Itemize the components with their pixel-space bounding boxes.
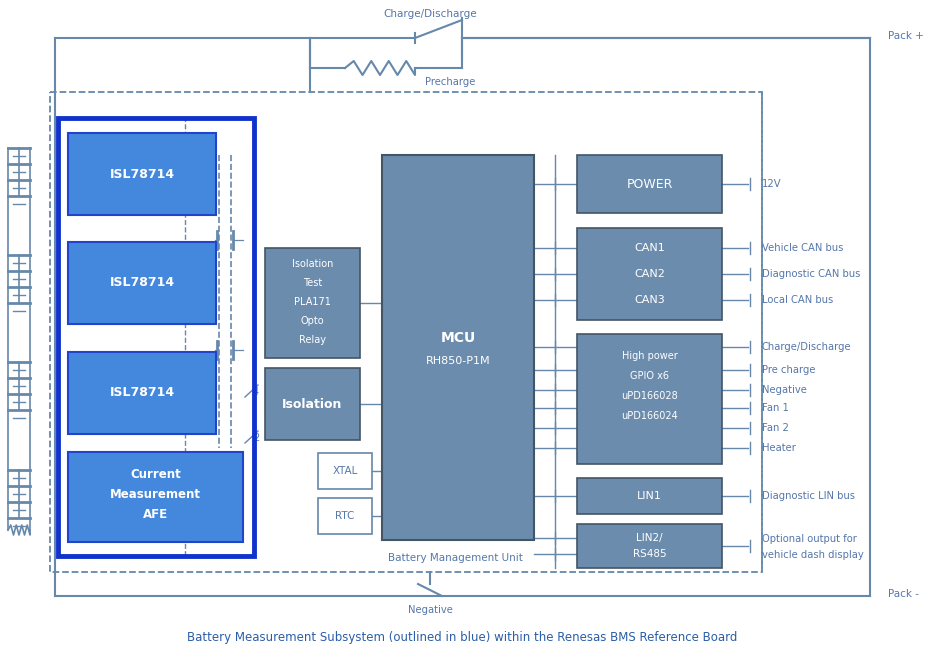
- Text: Pack +: Pack +: [888, 31, 924, 41]
- Text: Isolation: Isolation: [291, 259, 333, 269]
- Text: Measurement: Measurement: [110, 487, 201, 501]
- Text: XTAL: XTAL: [332, 466, 358, 476]
- Text: POWER: POWER: [626, 178, 672, 190]
- Text: Charge/Discharge: Charge/Discharge: [762, 342, 852, 352]
- Text: High power: High power: [622, 351, 677, 361]
- Bar: [68, 352, 216, 434]
- Text: Pack -: Pack -: [888, 589, 919, 599]
- Bar: [265, 368, 360, 440]
- Text: Precharge: Precharge: [425, 77, 475, 87]
- Text: RTC: RTC: [335, 511, 354, 521]
- Bar: [577, 228, 722, 320]
- Bar: [58, 118, 254, 556]
- Text: ISL78714: ISL78714: [109, 276, 175, 289]
- Text: RS485: RS485: [633, 549, 666, 559]
- Bar: [50, 92, 762, 572]
- Text: uPD166024: uPD166024: [621, 411, 678, 421]
- Text: CAN3: CAN3: [635, 295, 665, 305]
- Text: AFE: AFE: [143, 508, 168, 520]
- Text: 4: 4: [253, 387, 259, 397]
- Text: LIN2/: LIN2/: [636, 533, 663, 543]
- Text: CAN1: CAN1: [635, 243, 665, 253]
- Text: 2: 2: [253, 433, 259, 443]
- Text: Fan 1: Fan 1: [762, 403, 789, 413]
- Bar: [318, 498, 372, 534]
- Text: ISL78714: ISL78714: [109, 167, 175, 180]
- Text: RH850-P1M: RH850-P1M: [426, 356, 490, 367]
- Text: Local CAN bus: Local CAN bus: [762, 295, 833, 305]
- Text: Test: Test: [302, 278, 322, 288]
- Text: Negative: Negative: [408, 605, 452, 615]
- Text: Battery Management Unit: Battery Management Unit: [388, 553, 524, 563]
- Bar: [68, 133, 216, 215]
- Text: Battery Measurement Subsystem (outlined in blue) within the Renesas BMS Referenc: Battery Measurement Subsystem (outlined …: [187, 632, 737, 644]
- Text: Diagnostic CAN bus: Diagnostic CAN bus: [762, 269, 860, 279]
- Bar: [318, 453, 372, 489]
- Bar: [185, 118, 253, 556]
- Text: 12V: 12V: [762, 179, 782, 189]
- Bar: [577, 155, 722, 213]
- Text: uPD166028: uPD166028: [621, 391, 678, 401]
- Bar: [265, 248, 360, 358]
- Text: PLA171: PLA171: [294, 297, 331, 307]
- Text: Negative: Negative: [762, 385, 807, 395]
- Bar: [68, 452, 243, 542]
- Text: Heater: Heater: [762, 443, 796, 453]
- Text: Diagnostic LIN bus: Diagnostic LIN bus: [762, 491, 855, 501]
- Text: Pre charge: Pre charge: [762, 365, 816, 375]
- Text: Fan 2: Fan 2: [762, 422, 789, 432]
- Text: ISL78714: ISL78714: [109, 386, 175, 400]
- Bar: [382, 155, 534, 540]
- Bar: [577, 334, 722, 464]
- Text: CAN2: CAN2: [634, 269, 665, 279]
- Text: vehicle dash display: vehicle dash display: [762, 550, 864, 560]
- Text: Current: Current: [130, 468, 181, 480]
- Text: MCU: MCU: [440, 331, 475, 344]
- Bar: [68, 242, 216, 324]
- Text: Relay: Relay: [299, 335, 326, 345]
- Text: GPIO x6: GPIO x6: [630, 371, 669, 381]
- Text: Opto: Opto: [301, 316, 325, 326]
- Text: Isolation: Isolation: [282, 398, 342, 411]
- Text: Optional output for: Optional output for: [762, 534, 857, 544]
- Bar: [577, 524, 722, 568]
- Text: Vehicle CAN bus: Vehicle CAN bus: [762, 243, 844, 253]
- Text: LIN1: LIN1: [637, 491, 662, 501]
- Text: Charge/Discharge: Charge/Discharge: [383, 9, 476, 19]
- Bar: [577, 478, 722, 514]
